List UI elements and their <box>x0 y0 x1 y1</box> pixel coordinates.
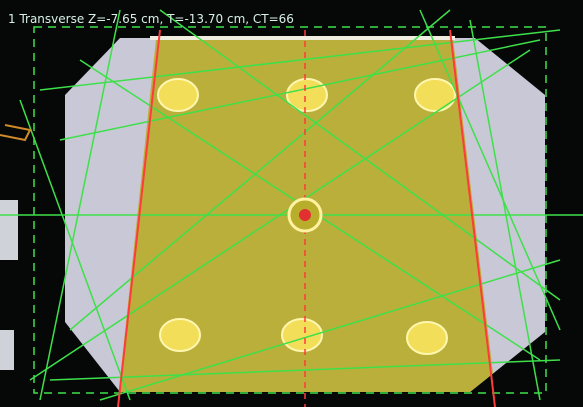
field-border <box>33 26 547 394</box>
marker <box>0 124 32 142</box>
isocenter <box>299 209 311 221</box>
viewport-label: 1 Transverse Z=-7.65 cm, T=-13.70 cm, CT… <box>8 12 294 26</box>
side-panel <box>0 200 18 260</box>
inserts <box>157 78 456 355</box>
table-top <box>150 36 455 40</box>
side-panel <box>0 330 14 370</box>
